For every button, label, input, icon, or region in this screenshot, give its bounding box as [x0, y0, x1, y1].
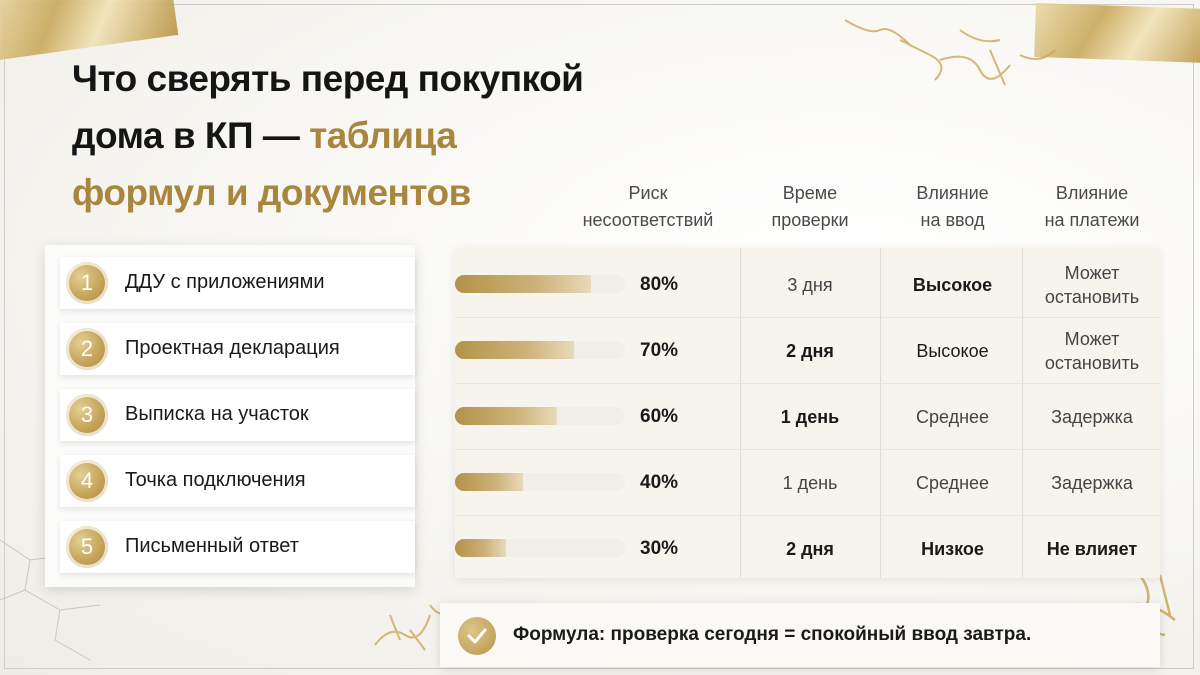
input-impact: Среднее	[915, 473, 990, 493]
column-header-line: Влияние	[916, 183, 989, 203]
list-item: 5 Письменный ответ	[60, 521, 415, 573]
title-line-1: Что сверять перед покупкой	[72, 58, 584, 99]
check-time: 1 день	[782, 473, 838, 493]
risk-percent: 40%	[640, 472, 679, 493]
risk-bar-fill	[455, 539, 506, 557]
document-label: Выписка на участок	[125, 403, 309, 425]
title-dark-part: дома в КП —	[72, 115, 310, 156]
column-header-line: Риск	[628, 183, 668, 203]
table-divider	[880, 248, 881, 578]
payment-impact: Может остановить	[1022, 327, 1162, 375]
check-time: 1 день	[780, 407, 840, 427]
list-item: 3 Выписка на участок	[60, 389, 415, 441]
risk-percent: 80%	[640, 274, 679, 295]
document-label: ДДУ с приложениями	[125, 271, 325, 293]
risk-bar	[455, 275, 625, 293]
number-badge: 3	[66, 394, 108, 436]
gold-scribble-decoration	[374, 604, 456, 651]
payment-impact-line: Может	[1064, 263, 1120, 283]
column-header-time: Време проверки	[745, 180, 875, 234]
risk-bar	[455, 407, 625, 425]
check-time: 3 дня	[787, 275, 833, 295]
list-item: 2 Проектная декларация	[60, 323, 415, 375]
payment-impact: Задержка	[1051, 473, 1133, 493]
list-item: 1 ДДУ с приложениями	[60, 257, 415, 309]
table-divider	[740, 248, 741, 578]
table-divider	[455, 383, 1160, 384]
document-label: Точка подключения	[125, 469, 306, 491]
check-time: 2 дня	[786, 539, 834, 559]
number-badge: 4	[66, 460, 108, 502]
payment-impact-line: остановить	[1044, 353, 1140, 373]
risk-bar-fill	[455, 341, 574, 359]
risk-bar-fill	[455, 275, 591, 293]
check-time: 2 дня	[786, 341, 834, 361]
document-label: Письменный ответ	[125, 535, 299, 557]
number-badge: 5	[66, 526, 108, 568]
column-header-line: несоответствий	[582, 210, 714, 230]
check-circle-icon	[458, 617, 496, 655]
table-divider	[1022, 248, 1023, 578]
number-badge: 2	[66, 328, 108, 370]
payment-impact: Может остановить	[1022, 261, 1162, 309]
input-impact: Низкое	[921, 539, 984, 559]
column-header-payments: Влияние на платежи	[1022, 180, 1162, 234]
risk-percent: 60%	[640, 406, 679, 427]
payment-impact: Не влияет	[1046, 539, 1138, 559]
risk-percent: 70%	[640, 340, 679, 361]
column-header-line: на ввод	[920, 210, 985, 230]
column-header-line: на платежи	[1044, 210, 1140, 230]
column-header-line: Влияние	[1055, 183, 1129, 203]
document-label: Проектная декларация	[125, 337, 340, 359]
risk-bar-fill	[455, 407, 557, 425]
formula-banner: Формула: проверка сегодня = спокойный вв…	[440, 603, 1160, 667]
risk-percent: 30%	[640, 538, 679, 559]
list-item: 4 Точка подключения	[60, 455, 415, 507]
column-header-risk: Риск несоответствий	[568, 180, 728, 234]
column-header-input: Влияние на ввод	[885, 180, 1020, 234]
table-divider	[455, 317, 1160, 318]
input-impact: Среднее	[915, 407, 990, 427]
risk-bar	[455, 473, 625, 491]
table-divider	[455, 515, 1160, 516]
table-divider	[455, 449, 1160, 450]
title-gold-part: таблица	[309, 115, 457, 156]
input-impact: Высокое	[912, 275, 993, 295]
formula-text: Формула: проверка сегодня = спокойный вв…	[513, 624, 1032, 645]
title-line-3: формул и документов	[72, 172, 471, 213]
payment-impact-line: остановить	[1044, 287, 1140, 307]
risk-bar	[455, 539, 625, 557]
title-line-2: дома в КП — таблица	[72, 107, 583, 164]
input-impact: Высокое	[916, 341, 989, 361]
number-badge: 1	[66, 262, 108, 304]
page-title: Что сверять перед покупкой дома в КП — т…	[72, 50, 584, 221]
column-header-line: проверки	[771, 210, 849, 230]
payment-impact-line: Может	[1064, 329, 1120, 349]
payment-impact: Задержка	[1051, 407, 1133, 427]
risk-bar	[455, 341, 625, 359]
column-header-line: Време	[782, 183, 838, 203]
gold-scribble-decoration	[844, 19, 1056, 86]
risk-bar-fill	[455, 473, 523, 491]
